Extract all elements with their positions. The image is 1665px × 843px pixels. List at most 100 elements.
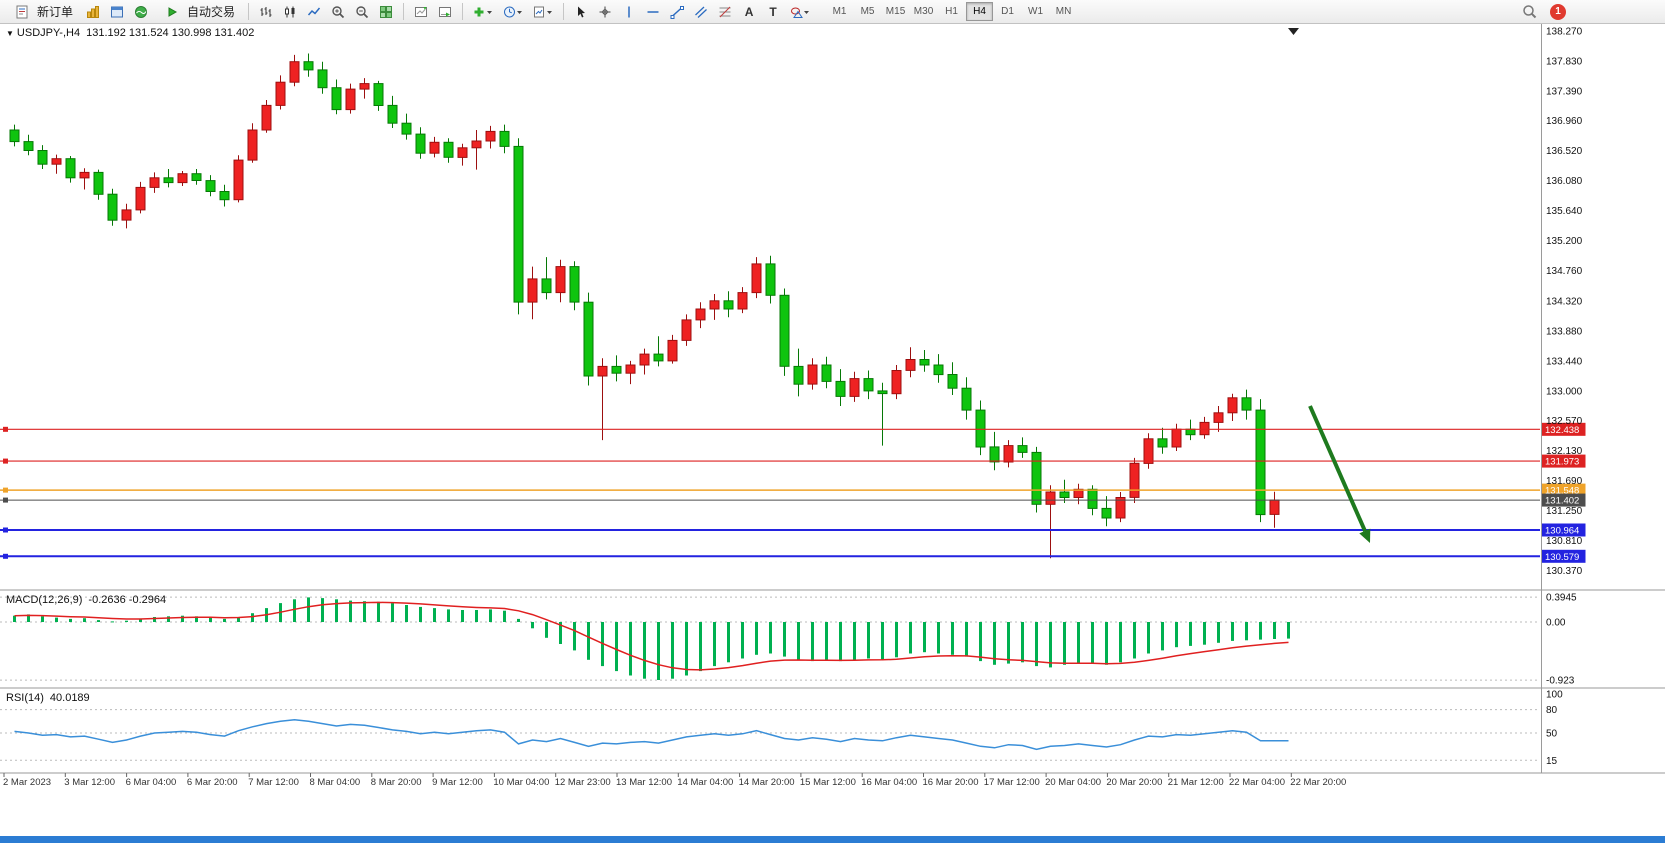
macd-signal-line [14, 601, 1289, 671]
candle [919, 359, 930, 366]
search-icon[interactable] [1518, 2, 1540, 22]
timeframe-m15[interactable]: M15 [882, 2, 909, 21]
chart-end-marker[interactable] [1288, 28, 1299, 35]
auto-trading-button[interactable]: 自动交易 [154, 2, 242, 22]
macd-bar [1119, 622, 1122, 663]
bar-chart-icon[interactable] [255, 2, 277, 22]
new-order-label: 新订单 [37, 5, 74, 19]
candle [471, 140, 482, 149]
timeframe-mn[interactable]: MN [1050, 2, 1077, 21]
candle [331, 87, 342, 111]
macd-bar [727, 622, 730, 663]
candle [1171, 428, 1182, 448]
candle [1031, 451, 1042, 505]
template-icon[interactable] [529, 2, 557, 22]
timeframe-m30[interactable]: M30 [910, 2, 937, 21]
macd-bar [461, 610, 464, 622]
timeframe-w1[interactable]: W1 [1022, 2, 1049, 21]
horizontal-line-icon[interactable] [642, 2, 664, 22]
chart-shift-icon[interactable] [410, 2, 432, 22]
auto-scroll-icon[interactable] [434, 2, 456, 22]
candle [1045, 491, 1056, 505]
line-chart-icon[interactable] [303, 2, 325, 22]
macd-bar [489, 609, 492, 622]
timeframe-h1[interactable]: H1 [938, 2, 965, 21]
cursor-icon[interactable] [570, 2, 592, 22]
vertical-line-icon[interactable] [618, 2, 640, 22]
label-tool-icon[interactable]: T [769, 4, 777, 19]
candle [849, 378, 860, 397]
toolbar-separator [248, 3, 250, 20]
candle [709, 300, 720, 310]
macd-bar [1105, 622, 1108, 665]
timeframe-h4[interactable]: H4 [966, 2, 994, 21]
macd-bar [447, 609, 450, 622]
macd-bar [209, 617, 212, 622]
notification-badge[interactable]: 1 [1550, 3, 1566, 20]
level-anchor-marker[interactable] [3, 458, 8, 464]
market-watch-icon[interactable] [82, 2, 104, 22]
level-anchor-marker[interactable] [3, 426, 8, 432]
candle [583, 301, 594, 377]
macd-bar [1259, 622, 1262, 640]
new-order-button[interactable]: 新订单 [4, 2, 80, 22]
macd-bar [1161, 622, 1164, 651]
macd-bar [97, 620, 100, 622]
zoom-out-icon[interactable] [351, 2, 373, 22]
shapes-icon[interactable] [786, 2, 814, 22]
rsi-label: RSI(14) 40.0189 [6, 692, 90, 704]
candle [541, 278, 552, 294]
price-axis-label: 132.570 [1546, 416, 1583, 427]
macd-bar [923, 622, 926, 653]
terminal-icon[interactable] [130, 2, 152, 22]
crosshair-icon[interactable] [594, 2, 616, 22]
date-axis-label: 16 Mar 04:00 [861, 777, 917, 788]
text-tool-icon[interactable]: A [744, 4, 754, 19]
macd-bar [685, 622, 688, 676]
navigator-icon[interactable] [106, 2, 128, 22]
price-axis-label: 134.760 [1546, 266, 1583, 277]
candle [1227, 397, 1238, 414]
trend-arrow[interactable] [1308, 405, 1367, 532]
macd-bar [713, 622, 716, 667]
candle [485, 130, 496, 142]
macd-axis-label: -0.923 [1546, 676, 1575, 687]
macd-label: MACD(12,26,9) -0.2636 -0.2964 [6, 594, 166, 606]
macd-axis-label: 0.3945 [1546, 593, 1577, 604]
candle [1003, 445, 1014, 463]
timeframe-d1[interactable]: D1 [994, 2, 1021, 21]
tile-windows-icon[interactable] [375, 2, 397, 22]
period-clock-icon[interactable] [499, 2, 527, 22]
macd-bar [741, 622, 744, 659]
rsi-axis-label: 100 [1546, 690, 1563, 701]
price-tag-label: 130.579 [1545, 552, 1579, 563]
channel-icon[interactable] [690, 2, 712, 22]
candle [653, 353, 664, 362]
price-axis-label: 133.880 [1546, 326, 1583, 337]
macd-bar [825, 622, 828, 660]
level-anchor-marker[interactable] [3, 497, 8, 503]
level-anchor-marker[interactable] [3, 527, 8, 533]
level-anchor-marker[interactable] [3, 553, 8, 559]
timeframe-m1[interactable]: M1 [826, 2, 853, 21]
candle [9, 129, 20, 143]
candle [387, 104, 398, 124]
candle [443, 141, 454, 158]
fibonacci-icon[interactable] [714, 2, 736, 22]
macd-bar [909, 622, 912, 654]
level-anchor-marker[interactable] [3, 487, 8, 493]
add-indicator-icon[interactable] [469, 2, 497, 22]
trend-arrow-head[interactable] [1359, 528, 1371, 543]
timeframe-m5[interactable]: M5 [854, 2, 881, 21]
candle [205, 180, 216, 193]
toolbar: 新订单 自动交易 A T M1 M5 M15 M [0, 0, 1665, 24]
trendline-icon[interactable] [666, 2, 688, 22]
candle [499, 130, 510, 147]
macd-bar [237, 617, 240, 622]
zoom-in-icon[interactable] [327, 2, 349, 22]
macd-bar [153, 617, 156, 622]
symbol-dropdown-icon[interactable]: ▼ [6, 29, 14, 38]
candlestick-chart-icon[interactable] [279, 2, 301, 22]
